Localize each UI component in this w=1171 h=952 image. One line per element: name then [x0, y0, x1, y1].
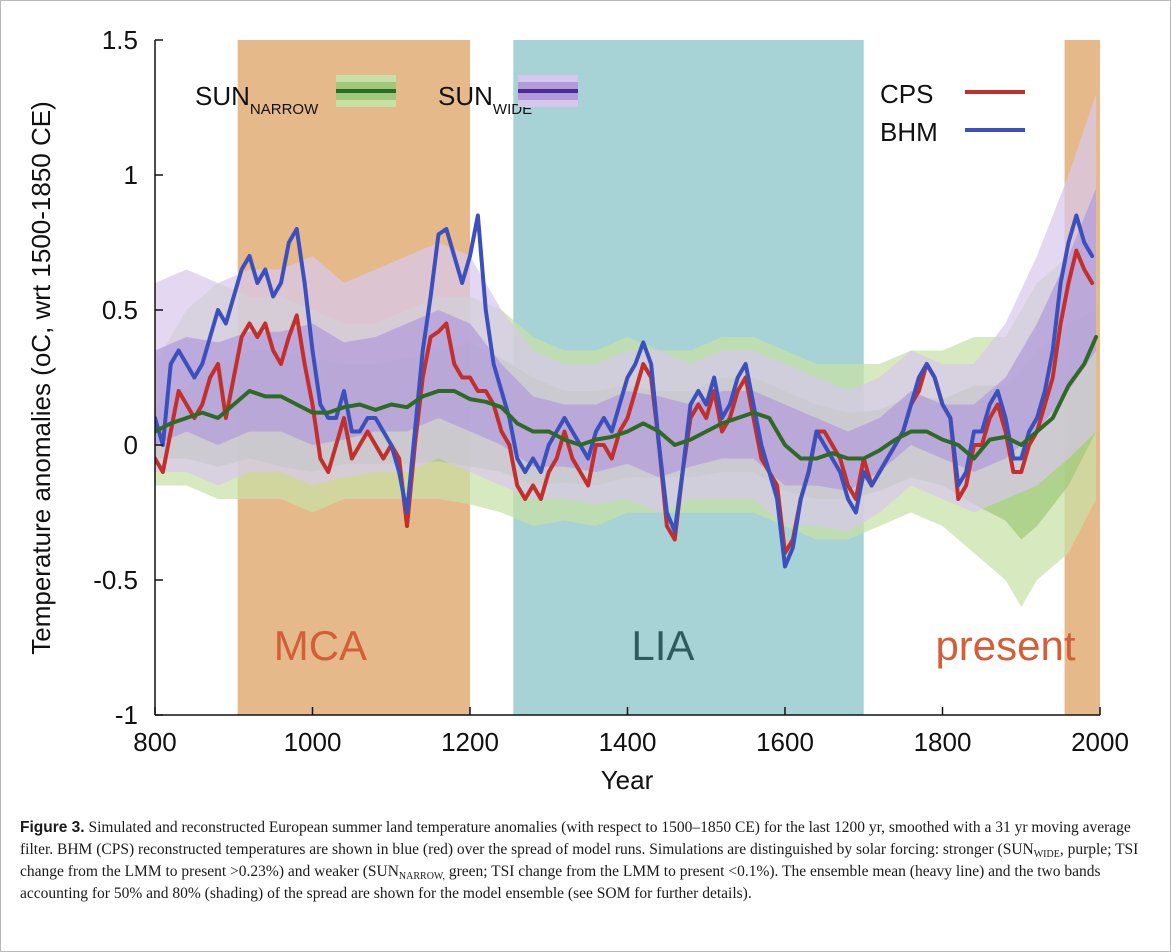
period-shading [237, 40, 1100, 715]
legend-label-0: SUNNARROW [195, 81, 319, 118]
y-tick-label: -0.5 [93, 565, 138, 595]
axes: -1 -0.5 0 0.5 1 1.5 800 1000 1200 1400 1600 1800 200… [93, 25, 1129, 757]
caption-text-3: green; TSI change from the LMM to presen… [20, 863, 1101, 902]
legend: SUNNARROW SUNWIDE CPS BHM [195, 75, 1025, 147]
figure-caption: Figure 3. Simulated and reconstructed Eu… [20, 817, 1148, 905]
y-tick-label: -1 [115, 700, 138, 730]
caption-sub-wide: WIDE [1033, 849, 1060, 860]
temperature-chart: MCA LIA present -1 -0.5 0 0.5 1 1.5 800 1000 1200 1… [26, 25, 1129, 795]
legend-label-3: BHM [880, 117, 938, 147]
x-tick-label: 1000 [284, 727, 342, 757]
series-line-1 [155, 213, 1095, 569]
legend-label-1: SUNWIDE [438, 81, 532, 118]
x-tick-label: 2000 [1071, 727, 1129, 757]
x-axis-label: Year [601, 765, 654, 795]
y-tick-label: 0.5 [102, 295, 138, 325]
caption-label: Figure 3. [20, 819, 85, 836]
caption-text-2: , purple; TSI change from the LMM to pre… [20, 841, 1139, 880]
x-tick-label: 1400 [599, 727, 657, 757]
caption-sub-narrow: NARROW, [398, 871, 445, 882]
y-tick-label: 0 [124, 430, 138, 460]
x-tick-label: 1200 [441, 727, 499, 757]
caption-text-1: Simulated and reconstructed European sum… [20, 819, 1131, 858]
legend-label-2: CPS [880, 79, 933, 109]
x-tick-label: 800 [133, 727, 176, 757]
x-tick-label: 1600 [756, 727, 814, 757]
y-tick-label: 1.5 [102, 25, 138, 55]
series-line-2 [155, 335, 1099, 461]
y-tick-label: 1 [124, 160, 138, 190]
series-lines [155, 213, 1099, 569]
y-axis-label: Temperature anomalies (oC, wrt 1500-1850… [26, 101, 56, 654]
period-label-mca: MCA [274, 622, 367, 669]
spread-band-3 [155, 188, 1097, 491]
x-tick-label: 1800 [914, 727, 972, 757]
period-label-lia: LIA [631, 622, 694, 669]
period-label-present: present [935, 622, 1075, 669]
period-labels: MCA LIA present [274, 622, 1076, 669]
